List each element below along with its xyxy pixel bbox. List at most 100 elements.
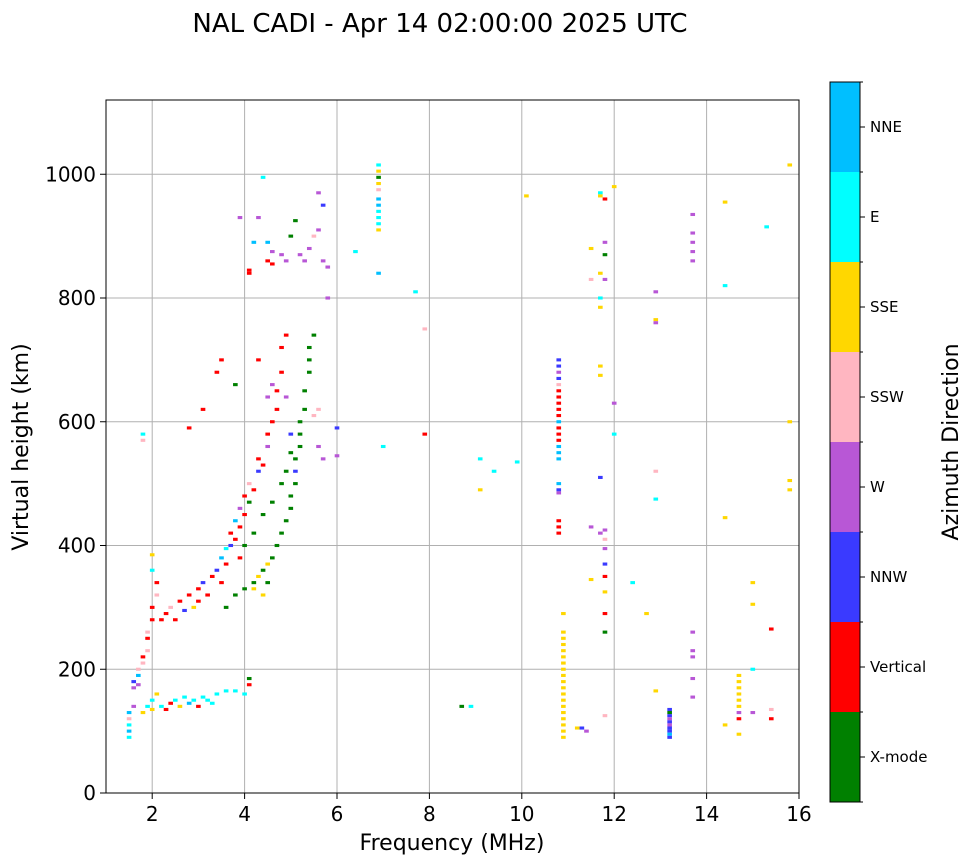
data-point <box>768 717 774 721</box>
data-point <box>177 599 183 603</box>
data-point <box>154 692 160 696</box>
data-point <box>722 516 728 520</box>
data-point <box>131 680 137 684</box>
data-point <box>376 163 381 167</box>
data-point <box>316 407 321 411</box>
data-point <box>556 491 562 495</box>
data-point <box>561 673 566 677</box>
data-point <box>561 661 566 665</box>
data-point <box>233 689 238 693</box>
data-point <box>602 537 608 541</box>
data-point <box>602 590 608 594</box>
colorbar-frame <box>829 81 861 803</box>
data-point <box>690 250 696 254</box>
data-point <box>561 612 566 616</box>
data-point <box>376 203 381 207</box>
data-point <box>237 506 243 510</box>
data-point <box>233 383 238 387</box>
y-tick-label: 0 <box>83 781 96 805</box>
data-point <box>644 612 649 616</box>
data-point <box>306 345 312 350</box>
data-point <box>288 234 294 238</box>
data-point <box>251 488 257 492</box>
data-point <box>246 500 252 504</box>
data-point <box>491 469 497 473</box>
data-point <box>611 432 617 436</box>
data-point <box>376 271 381 275</box>
data-point <box>219 581 224 585</box>
data-point <box>690 259 696 263</box>
x-tick-label: 6 <box>331 802 344 826</box>
data-point <box>736 717 742 721</box>
data-point <box>556 414 562 418</box>
data-point <box>787 420 793 424</box>
data-point <box>413 290 418 294</box>
data-point <box>579 726 585 730</box>
data-point <box>556 432 562 436</box>
data-point <box>556 401 562 405</box>
data-point <box>787 163 793 167</box>
data-point <box>293 457 298 461</box>
data-point <box>422 327 428 331</box>
data-point <box>270 383 275 387</box>
data-point <box>145 630 150 634</box>
data-point <box>598 475 603 479</box>
data-point <box>242 692 247 696</box>
data-point <box>177 704 183 708</box>
data-point <box>690 676 696 681</box>
data-point <box>376 209 381 213</box>
data-point <box>149 707 155 712</box>
data-point <box>736 692 742 696</box>
data-point <box>172 618 178 622</box>
data-point <box>602 240 608 244</box>
data-point <box>556 383 562 387</box>
data-point <box>154 593 160 597</box>
data-point <box>140 438 146 442</box>
data-point <box>265 395 271 399</box>
data-point <box>242 494 247 498</box>
data-point <box>667 729 672 733</box>
x-axis-label: Frequency (MHz) <box>360 831 545 856</box>
data-points <box>126 163 793 739</box>
plot-frame <box>105 99 800 794</box>
data-point <box>172 698 178 702</box>
data-point <box>561 692 566 696</box>
data-point <box>306 246 312 251</box>
y-tick-label: 400 <box>58 534 96 558</box>
data-point <box>468 704 474 708</box>
data-point <box>556 438 562 442</box>
data-point <box>251 240 257 244</box>
data-point <box>242 587 247 591</box>
y-tick-label: 600 <box>58 410 96 434</box>
data-point <box>293 219 298 223</box>
data-point <box>722 723 728 727</box>
data-point <box>598 194 603 198</box>
data-point <box>136 683 141 687</box>
data-point <box>154 581 160 585</box>
data-point <box>283 395 289 399</box>
data-point <box>316 228 321 232</box>
data-point <box>459 704 465 708</box>
data-point <box>265 444 271 449</box>
data-point <box>722 200 728 204</box>
y-tick-label: 800 <box>58 286 96 310</box>
data-point <box>588 277 594 281</box>
data-point <box>228 543 234 548</box>
data-point <box>556 364 562 368</box>
data-point <box>320 457 326 461</box>
data-point <box>256 469 261 473</box>
y-tick-label: 200 <box>58 657 96 681</box>
data-point <box>653 318 659 322</box>
data-point <box>736 704 742 708</box>
data-point <box>376 228 381 232</box>
data-point <box>260 593 266 597</box>
data-point <box>228 531 234 535</box>
data-point <box>256 457 261 461</box>
data-point <box>306 358 312 362</box>
data-point <box>653 469 659 473</box>
data-point <box>149 553 155 557</box>
data-point <box>265 259 271 263</box>
data-point <box>561 704 566 708</box>
data-point <box>556 376 562 380</box>
data-point <box>690 240 696 244</box>
